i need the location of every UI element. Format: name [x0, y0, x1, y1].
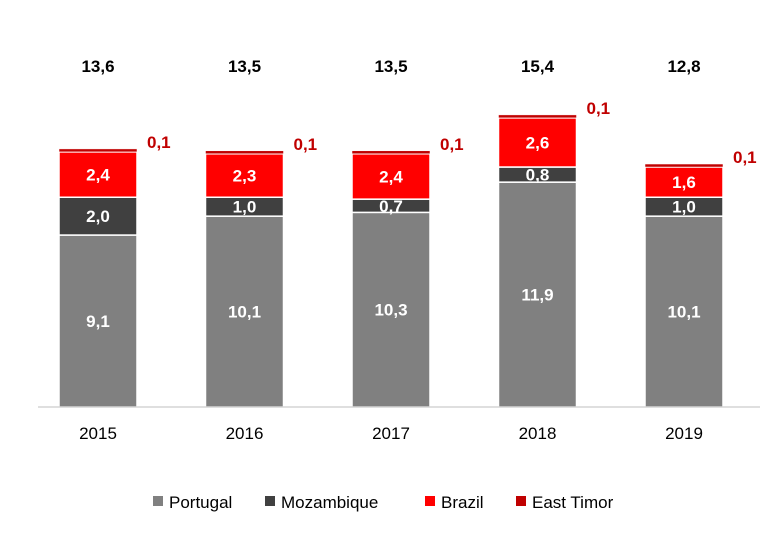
- data-label-east-timor-2019: 0,1: [733, 148, 757, 167]
- bar-east-timor-2017: [351, 150, 431, 155]
- bar-east-timor-2015: [58, 148, 138, 153]
- bar-portugal-2016: [204, 215, 285, 408]
- data-label-portugal-2015: 9,1: [86, 312, 110, 331]
- total-label-2018: 15,4: [521, 57, 555, 76]
- legend-swatch-portugal: [153, 496, 163, 506]
- bar-brazil-2017: [351, 153, 431, 200]
- total-label-2017: 13,5: [374, 57, 407, 76]
- bars-group: 9,1 2,0 2,4 0,1 10,1 1,0 2,3 0,1 10,3 0,7 2,4 0,1 11…: [58, 99, 757, 408]
- totals-group: 13,6 13,5 13,5 15,4 12,8: [81, 57, 700, 76]
- legend-label-brazil: Brazil: [441, 493, 484, 512]
- legend: Portugal Mozambique Brazil East Timor: [153, 493, 614, 512]
- bar-portugal-2018: [497, 181, 578, 408]
- data-label-east-timor-2017: 0,1: [440, 135, 464, 154]
- bar-east-timor-2018: [498, 114, 577, 119]
- data-label-mozambique-2015: 2,0: [86, 207, 110, 226]
- data-label-portugal-2018: 11,9: [521, 286, 553, 305]
- data-label-east-timor-2015: 0,1: [147, 133, 171, 152]
- x-tick-2016: 2016: [226, 424, 264, 443]
- legend-label-portugal: Portugal: [169, 493, 232, 512]
- data-label-east-timor-2016: 0,1: [294, 135, 318, 154]
- data-label-brazil-2017: 2,4: [379, 167, 403, 186]
- data-label-brazil-2019: 1,6: [672, 173, 696, 192]
- legend-label-mozambique: Mozambique: [281, 493, 378, 512]
- x-tick-2018: 2018: [519, 424, 557, 443]
- bar-mozambique-2015: [58, 196, 138, 236]
- bar-portugal-2019: [644, 215, 724, 408]
- data-label-brazil-2015: 2,4: [86, 166, 110, 185]
- data-label-mozambique-2016: 1,0: [233, 198, 257, 217]
- bar-east-timor-2016: [205, 150, 284, 155]
- x-tick-2019: 2019: [665, 424, 703, 443]
- total-label-2015: 13,6: [81, 57, 114, 76]
- bar-east-timor-2019: [644, 163, 724, 168]
- x-tick-labels: 2015 2016 2017 2018 2019: [79, 424, 703, 443]
- legend-label-east-timor: East Timor: [532, 493, 614, 512]
- data-label-brazil-2016: 2,3: [233, 167, 257, 186]
- total-label-2016: 13,5: [228, 57, 261, 76]
- legend-swatch-east-timor: [516, 496, 526, 506]
- x-tick-2017: 2017: [372, 424, 410, 443]
- bar-portugal-2015: [58, 234, 138, 408]
- data-label-mozambique-2018: 0,8: [526, 166, 550, 185]
- bar-brazil-2018: [497, 117, 578, 168]
- data-label-portugal-2017: 10,3: [374, 301, 407, 320]
- data-label-east-timor-2018: 0,1: [587, 99, 611, 118]
- data-label-mozambique-2019: 1,0: [672, 198, 696, 217]
- data-label-mozambique-2017: 0,7: [379, 197, 403, 216]
- legend-swatch-mozambique: [265, 496, 275, 506]
- data-label-portugal-2019: 10,1: [667, 303, 700, 322]
- bar-brazil-2019: [644, 166, 724, 199]
- data-label-brazil-2018: 2,6: [526, 133, 550, 152]
- x-tick-2015: 2015: [79, 424, 117, 443]
- total-label-2019: 12,8: [667, 57, 700, 76]
- legend-swatch-brazil: [425, 496, 435, 506]
- data-label-portugal-2016: 10,1: [228, 303, 261, 322]
